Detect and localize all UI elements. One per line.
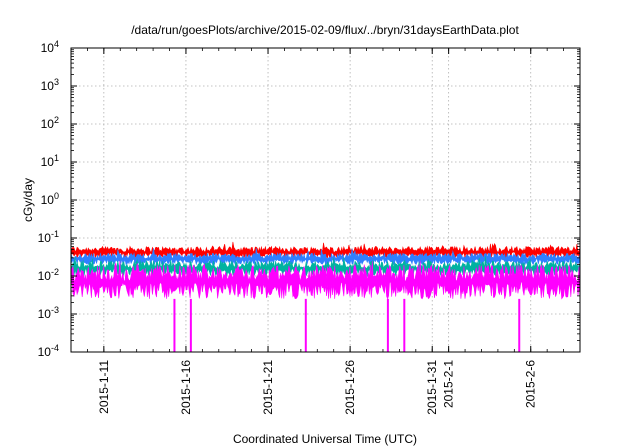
y-tick-label: 100 bbox=[41, 191, 59, 207]
x-tick-label: 2015-1-26 bbox=[343, 360, 357, 415]
y-tick-base: 10 bbox=[38, 269, 52, 283]
ticks bbox=[70, 47, 581, 353]
y-tick-exponent: -3 bbox=[51, 305, 59, 315]
y-tick-base: 10 bbox=[41, 117, 55, 131]
y-tick-base: 10 bbox=[41, 41, 55, 55]
x-tick-label: 2015-1-31 bbox=[425, 360, 439, 415]
y-tick-exponent: 1 bbox=[54, 153, 59, 163]
x-tick-labels: 2015-1-11 2015-1-16 2015-1-21 2015-1-26 2015… bbox=[97, 360, 538, 415]
y-axis-label: cGy/day bbox=[21, 178, 35, 222]
y-tick-label: 101 bbox=[41, 153, 59, 169]
x-tick-label: 2015-2-6 bbox=[524, 360, 538, 408]
y-tick-exponent: 2 bbox=[54, 115, 59, 125]
y-tick-exponent: -2 bbox=[51, 267, 59, 277]
grid bbox=[71, 48, 580, 352]
x-tick-label: 2015-1-16 bbox=[179, 360, 193, 415]
y-tick-label: 102 bbox=[41, 115, 59, 131]
y-tick-base: 10 bbox=[41, 155, 55, 169]
x-tick-label: 2015-2-1 bbox=[442, 360, 456, 408]
y-tick-label: 10-2 bbox=[38, 267, 59, 283]
chart-title: /data/run/goesPlots/archive/2015-02-09/f… bbox=[131, 23, 519, 37]
y-tick-exponent: 4 bbox=[54, 39, 59, 49]
y-tick-exponent: -1 bbox=[51, 229, 59, 239]
y-tick-label: 10-4 bbox=[38, 343, 59, 359]
y-tick-base: 10 bbox=[38, 307, 52, 321]
y-tick-exponent: 3 bbox=[54, 77, 59, 87]
x-tick-label: 2015-1-11 bbox=[97, 360, 111, 414]
y-tick-label: 104 bbox=[41, 39, 59, 55]
x-tick-label: 2015-1-21 bbox=[261, 360, 275, 415]
y-tick-base: 10 bbox=[38, 345, 52, 359]
y-tick-exponent: 0 bbox=[54, 191, 59, 201]
y-tick-base: 10 bbox=[38, 231, 52, 245]
y-tick-label: 10-3 bbox=[38, 305, 59, 321]
y-tick-base: 10 bbox=[41, 193, 55, 207]
y-tick-base: 10 bbox=[41, 79, 55, 93]
x-axis-label: Coordinated Universal Time (UTC) bbox=[233, 432, 417, 446]
y-tick-label: 103 bbox=[41, 77, 59, 93]
y-tick-label: 10-1 bbox=[38, 229, 59, 245]
y-tick-exponent: -4 bbox=[51, 343, 59, 353]
series-layer bbox=[70, 241, 581, 352]
